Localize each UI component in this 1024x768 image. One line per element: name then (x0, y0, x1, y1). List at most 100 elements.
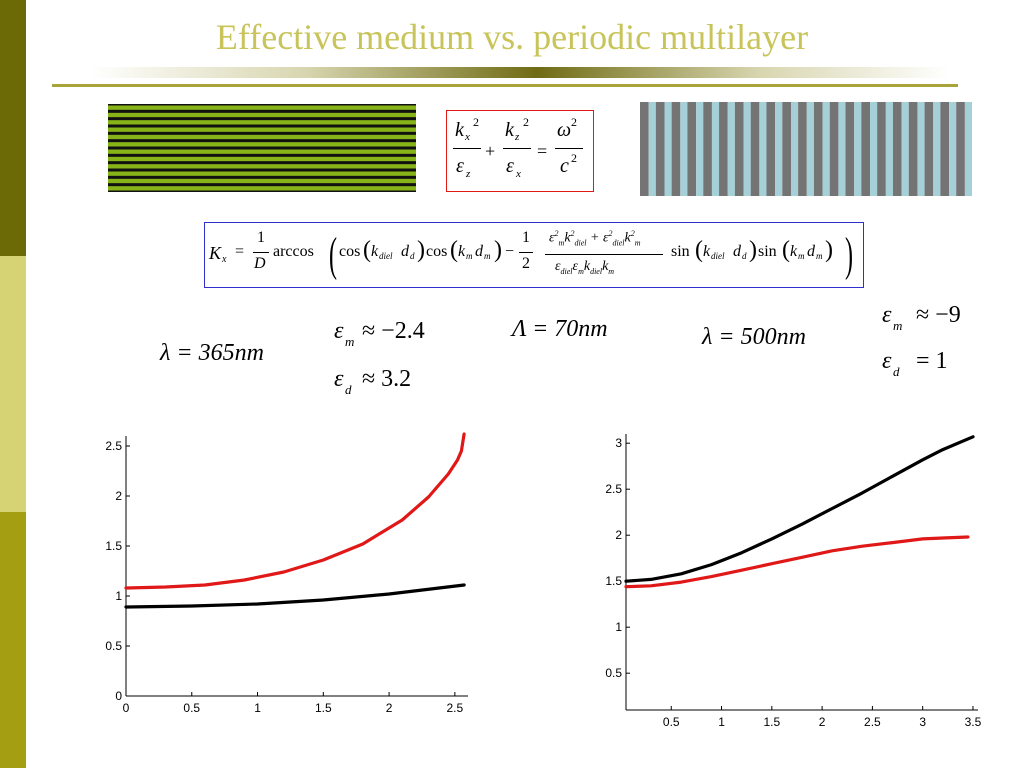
y-tick-label: 1 (615, 620, 622, 634)
metal-layer (687, 102, 697, 196)
formula-d: d (401, 243, 409, 260)
right-eps-m-value: ≈ −9 (916, 302, 961, 328)
x-tick-label: 1 (254, 701, 261, 715)
dielectric-layer (964, 102, 972, 196)
x-tick-label: 0 (123, 701, 130, 715)
x-tick-label: 1 (718, 715, 725, 729)
left-eps-d-sub: d (345, 382, 352, 397)
formula-kz: k (505, 119, 514, 141)
title-shading-bar (90, 67, 950, 78)
sidebar-top (0, 0, 26, 256)
y-tick-label: 1.5 (605, 574, 622, 588)
sidebar-bottom (0, 512, 26, 768)
formula-kz-sub: z (515, 131, 520, 143)
stack-background (108, 104, 416, 192)
x-tick-label: 0.5 (183, 701, 200, 715)
dielectric-layer (822, 102, 830, 196)
fraction-bar (253, 252, 269, 253)
period-label: Λ = 70nm (512, 316, 608, 342)
metal-layer (829, 102, 839, 196)
formula-sin: sin (758, 243, 777, 260)
formula-k: k (703, 243, 711, 260)
green-layer (108, 134, 416, 140)
paren-open: ( (328, 228, 337, 281)
formula-square: 2 (523, 115, 529, 129)
dielectric-layer (775, 102, 783, 196)
sidebar-middle (0, 256, 26, 512)
green-layer (108, 156, 416, 162)
left-eps-d: ε (334, 366, 344, 392)
paren-close: ) (494, 237, 502, 263)
formula-sin: sin (671, 243, 690, 260)
left-eps-m: ε (334, 318, 344, 344)
y-tick-label: 1.5 (105, 539, 122, 553)
green-layer (108, 105, 416, 110)
series-line-1 (624, 435, 975, 583)
formula-sub-diel: diel (379, 251, 393, 261)
metal-layer (734, 102, 744, 196)
slide-title: Effective medium vs. periodic multilayer (215, 17, 809, 57)
formula-big-numerator: ε2mk2diel + ε2dielk2m (549, 229, 641, 248)
vertical-multilayer-figure (640, 102, 972, 196)
y-tick-label: 2 (115, 489, 122, 503)
formula-kx-sub: x (465, 131, 470, 143)
dielectric-layer (759, 102, 767, 196)
dielectric-layer (870, 102, 878, 196)
dielectric-layer (854, 102, 862, 196)
right-eps-m-sub: m (893, 318, 903, 333)
dielectric-layer (933, 102, 941, 196)
formula-sub-m: m (484, 251, 491, 261)
metal-layer (671, 102, 681, 196)
formula-equals: = (537, 141, 548, 161)
right-eps-m: ε (882, 302, 892, 328)
formula-one: 1 (257, 229, 265, 246)
formula-sub-diel: diel (711, 251, 725, 261)
metal-layer (703, 102, 712, 196)
dielectric-layer (711, 102, 720, 196)
formula-k: k (458, 243, 466, 260)
y-tick-label: 1 (115, 589, 122, 603)
dielectric-layer (648, 102, 656, 196)
right-wavelength: λ = 500nm (702, 324, 806, 350)
metal-layer (845, 102, 855, 196)
y-tick-label: 2.5 (605, 482, 622, 496)
title-underline (52, 84, 958, 87)
formula-half-den: 2 (522, 255, 530, 272)
formula-d: d (733, 243, 741, 260)
dielectric-layer (901, 102, 909, 196)
paren-close: ) (825, 237, 833, 263)
fraction-bar (545, 254, 663, 255)
x-tick-label: 0.5 (663, 715, 680, 729)
paren-close: ) (417, 237, 425, 263)
y-tick-label: 2.5 (105, 439, 122, 453)
right-eps-d-sub: d (893, 364, 900, 379)
formula-equals: = (235, 243, 245, 260)
metal-layer (766, 102, 776, 196)
paren-open: ( (450, 237, 458, 263)
y-tick-label: 3 (615, 436, 622, 450)
fraction-bar (453, 148, 481, 149)
formula-sub-d: d (410, 251, 415, 261)
formula-square: 2 (571, 115, 577, 129)
bloch-formula: K x = 1 D arccos ( cos ( k diel d d ) co… (204, 222, 864, 288)
formula-arccos: arccos (273, 243, 314, 260)
series-line-1 (124, 432, 466, 590)
metal-layer (861, 102, 871, 196)
formula-sub-d: d (742, 251, 747, 261)
metal-layer (750, 102, 760, 196)
formula-k: k (790, 243, 798, 260)
formula-sub-m: m (816, 251, 823, 261)
formula-sub-m: m (798, 251, 805, 261)
paren-open: ( (363, 237, 371, 263)
x-tick-label: 2.5 (864, 715, 881, 729)
formula-square: 2 (473, 115, 479, 129)
series-line-2 (124, 583, 466, 609)
metal-layer (877, 102, 886, 196)
formula-half-num: 1 (522, 229, 530, 246)
fraction-bar (555, 148, 583, 149)
metal-layer (719, 102, 728, 196)
metal-layer (640, 102, 649, 196)
formula-eps-x-sub: x (516, 168, 521, 180)
left-dispersion-chart: 0 0.5 1 1.5 2 2.5 0 0.5 1 1.5 2 2.5 (105, 432, 468, 715)
right-eps-d: ε (882, 348, 892, 374)
